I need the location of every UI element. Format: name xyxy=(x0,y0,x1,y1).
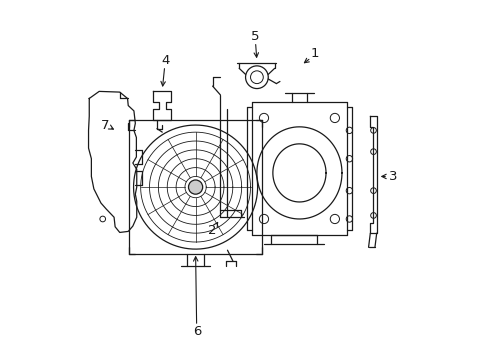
Text: 1: 1 xyxy=(310,46,318,60)
Text: 4: 4 xyxy=(162,54,170,67)
Text: 7: 7 xyxy=(101,118,110,131)
Text: 2: 2 xyxy=(207,224,216,237)
Text: 3: 3 xyxy=(388,170,397,183)
Text: 5: 5 xyxy=(250,30,259,43)
Text: 6: 6 xyxy=(193,325,202,338)
Circle shape xyxy=(188,180,202,194)
